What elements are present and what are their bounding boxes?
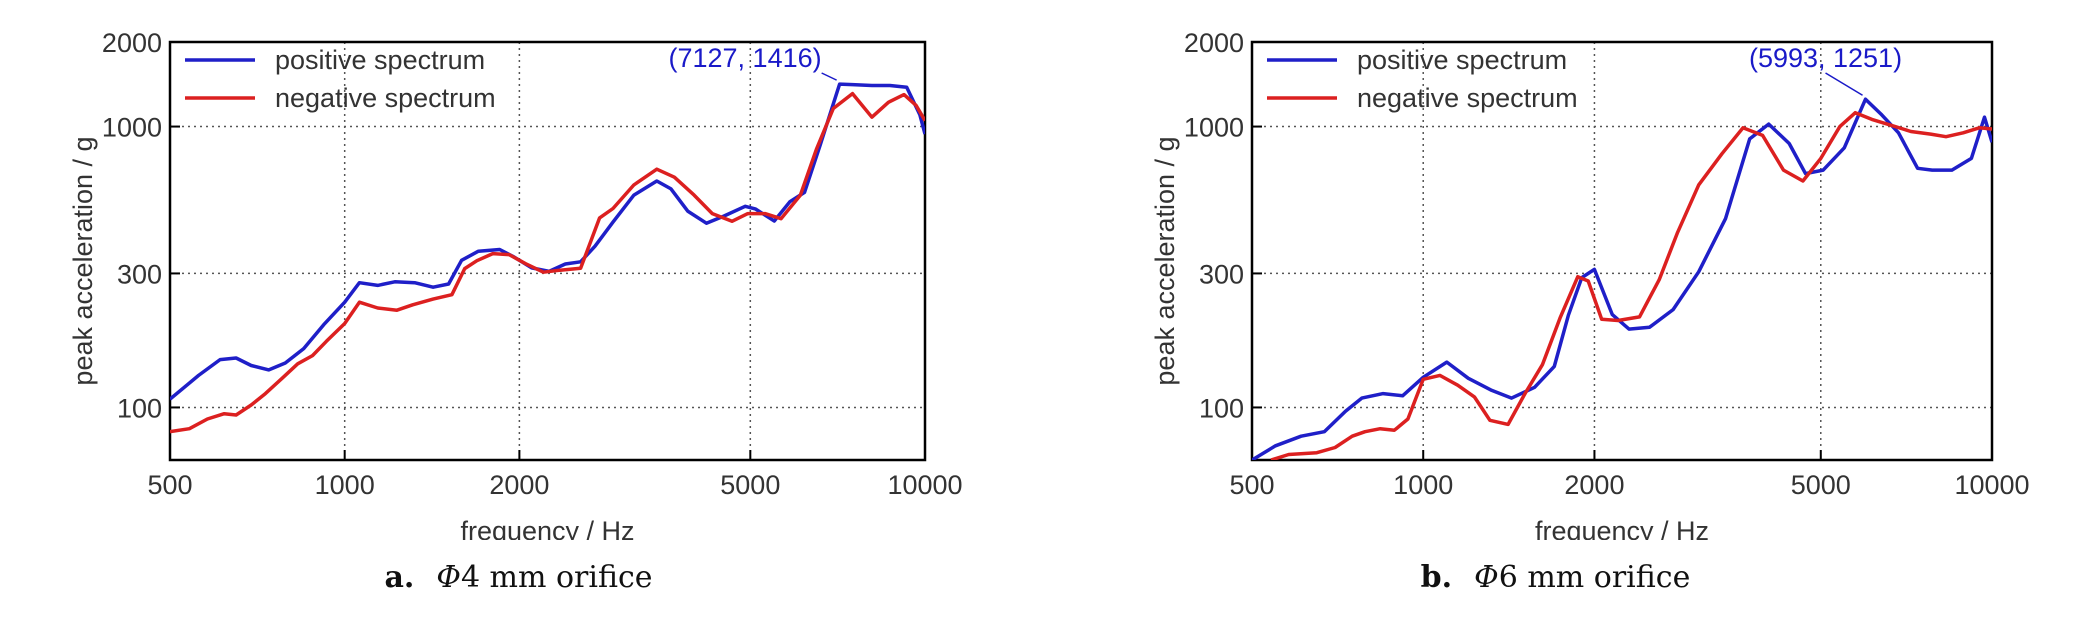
caption-b-phi: Φ [1474, 560, 1499, 595]
chart-b: 500 1000 2000 5000 10000 100 300 1000 2000 freque… [1150, 28, 2030, 540]
legend-label-negative: negative spectrum [275, 83, 496, 113]
y-axis-label: peak acceleration / g [1150, 136, 1180, 385]
x-tick-label: 500 [1229, 470, 1274, 500]
caption-b-text: 6 mm orifice [1498, 560, 1691, 595]
plot-frame [1250, 40, 1994, 462]
peak-annotation: (5993, 1251) [1749, 43, 1902, 73]
plot-frame [168, 40, 927, 462]
annotation-leader [821, 72, 837, 81]
x-tick-label: 1000 [315, 470, 375, 500]
negative-spectrum-line [170, 91, 925, 434]
y-tick-label: 1000 [102, 113, 162, 143]
y-tick-label: 300 [1199, 259, 1244, 289]
y-tick-label: 100 [117, 393, 162, 423]
x-tick-label: 1000 [1393, 470, 1453, 500]
negative-spectrum-line [1270, 110, 1992, 460]
caption-a-phi: Φ [436, 560, 461, 595]
annotation-leader [1825, 72, 1863, 96]
x-tick-label: 2000 [1564, 470, 1624, 500]
x-tick-label: 2000 [489, 470, 549, 500]
x-tick-label: 10000 [1954, 470, 2029, 500]
caption-b-letter: b. [1420, 560, 1453, 595]
plot-area [170, 82, 925, 434]
peak-annotation: (7127, 1416) [669, 43, 822, 73]
x-tick-label: 5000 [720, 470, 780, 500]
legend-label-positive: positive spectrum [275, 45, 485, 75]
chart-a: 500 1000 2000 5000 10000 100 300 1000 2000 freque… [68, 28, 963, 540]
positive-spectrum-line [1252, 97, 1992, 460]
caption-b: b. Φ6 mm orifice [1037, 560, 2074, 595]
y-tick-label: 300 [117, 259, 162, 289]
legend-label-negative: negative spectrum [1357, 83, 1578, 113]
chart-panel-a: 500 1000 2000 5000 10000 100 300 1000 2000 freque… [0, 28, 1037, 595]
y-axis-label: peak acceleration / g [68, 136, 98, 385]
chart-panel-b: 500 1000 2000 5000 10000 100 300 1000 2000 freque… [1037, 0, 2074, 631]
x-tick-label: 10000 [887, 470, 962, 500]
plot-area [1252, 97, 1992, 460]
x-axis-label: frequency / Hz [1535, 516, 1709, 540]
x-tick-label: 500 [147, 470, 192, 500]
x-axis-label: frequency / Hz [460, 516, 634, 540]
legend-label-positive: positive spectrum [1357, 45, 1567, 75]
y-tick-label: 2000 [102, 28, 162, 58]
caption-a-text: 4 mm orifice [460, 560, 653, 595]
caption-a: a. Φ4 mm orifice [0, 560, 1037, 595]
caption-a-letter: a. [384, 560, 415, 595]
x-tick-label: 5000 [1791, 470, 1851, 500]
y-tick-label: 1000 [1184, 113, 1244, 143]
y-tick-label: 2000 [1184, 28, 1244, 58]
y-tick-label: 100 [1199, 393, 1244, 423]
positive-spectrum-line [170, 82, 925, 401]
